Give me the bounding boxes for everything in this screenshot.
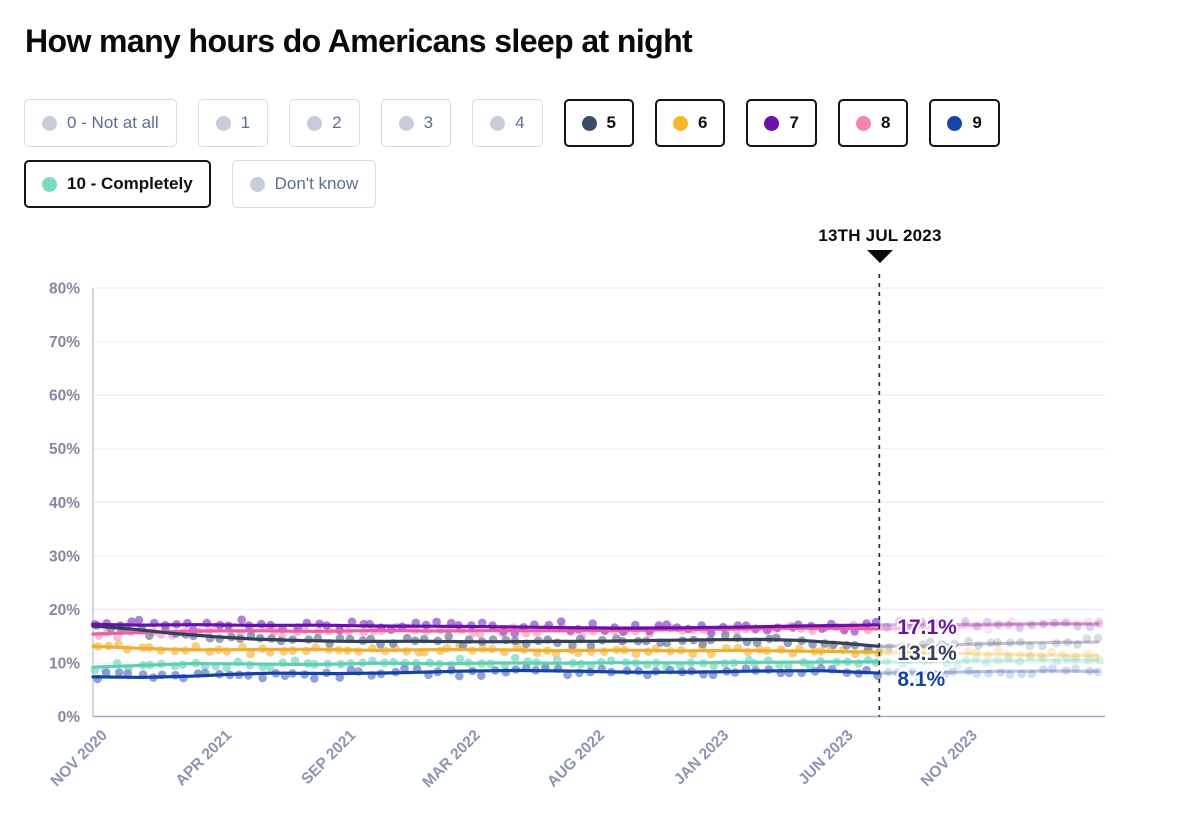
legend: 0 - Not at all 1 2 3 4 5 6 7 8 9 10 - Completely Do… <box>24 99 1176 208</box>
line-series-7 <box>877 622 1100 627</box>
legend-dot-icon <box>581 115 597 131</box>
legend-item-label: 0 - Not at all <box>67 113 159 132</box>
legend-item-label: 3 <box>423 113 434 132</box>
legend-item-0-not-at-all[interactable]: 0 - Not at all <box>24 99 177 147</box>
legend-item-label: 1 <box>240 113 251 132</box>
legend-item-10-completely[interactable]: 10 - Completely <box>24 160 211 208</box>
legend-dot-icon <box>42 115 57 131</box>
cutoff-value-label-7: 17.1% <box>897 616 957 639</box>
legend-dot-icon <box>947 115 963 131</box>
legend-item-label: 9 <box>972 113 982 132</box>
legend-item-label: Don't know <box>274 174 359 193</box>
x-axis-tick-label: SEP 2021 <box>298 727 359 788</box>
legend-item-6[interactable]: 6 <box>655 99 726 147</box>
legend-dot-icon <box>249 176 265 192</box>
cutoff-marker-triangle-icon <box>867 250 893 263</box>
line-series-6 <box>91 644 880 654</box>
line-series-10-completely <box>877 658 1100 664</box>
y-axis-tick-label: 80% <box>49 281 80 298</box>
legend-dot-icon <box>855 115 871 131</box>
cutoff-date-label: 13TH JUL 2023 <box>818 226 942 245</box>
legend-item-label: 5 <box>606 113 616 132</box>
x-axis-tick-label: NOV 2020 <box>48 727 111 790</box>
line-series-8 <box>877 621 1100 631</box>
legend-item-7[interactable]: 7 <box>746 99 817 147</box>
legend-item-label: 4 <box>515 113 525 132</box>
x-axis-tick-label: JAN 2023 <box>671 727 733 789</box>
y-axis-tick-label: 70% <box>49 334 80 351</box>
line-series-8 <box>91 626 880 636</box>
x-axis-tick-label: APR 2021 <box>173 727 236 790</box>
x-axis-tick-label: NOV 2023 <box>918 727 981 790</box>
legend-item-9[interactable]: 9 <box>929 99 1000 147</box>
legend-dot-icon <box>764 115 780 131</box>
legend-item-label: 8 <box>880 113 891 132</box>
cutoff-value-label-9: 8.1% <box>897 668 945 691</box>
line-series-7 <box>91 622 880 630</box>
line-series-5 <box>877 640 1100 648</box>
y-axis-tick-label: 60% <box>49 388 80 405</box>
y-axis-tick-label: 10% <box>49 655 80 672</box>
y-axis-tick-label: 40% <box>49 495 80 512</box>
x-axis-tick-label: JUN 2023 <box>795 727 857 789</box>
legend-dot-icon <box>673 115 688 131</box>
x-axis-tick-label: MAR 2022 <box>419 727 483 791</box>
legend-item-3[interactable]: 3 <box>380 99 452 147</box>
legend-item-1[interactable]: 1 <box>197 99 269 147</box>
legend-dot-icon <box>307 115 323 131</box>
legend-item-5[interactable]: 5 <box>563 99 634 147</box>
y-axis-tick-label: 20% <box>49 602 80 619</box>
line-series-9 <box>877 669 1100 675</box>
y-axis-tick-label: 50% <box>49 441 80 458</box>
legend-item-8[interactable]: 8 <box>837 99 909 147</box>
legend-dot-icon <box>490 115 506 131</box>
legend-item-2[interactable]: 2 <box>289 99 360 147</box>
legend-dot-icon <box>42 176 57 192</box>
line-series-10-completely <box>91 660 880 669</box>
page-title: How many hours do Americans sleep at nig… <box>25 23 693 59</box>
cutoff-value-label-5: 13.1% <box>897 642 957 665</box>
legend-item-label: 6 <box>698 113 708 132</box>
legend-dot-icon <box>398 115 414 131</box>
legend-dot-icon <box>215 115 231 131</box>
legend-item-don-t-know[interactable]: Don't know <box>231 160 377 208</box>
legend-item-4[interactable]: 4 <box>472 99 543 147</box>
y-axis-tick-label: 0% <box>58 709 81 726</box>
line-series-9 <box>91 668 880 679</box>
cutoff-annotation: 13TH JUL 2023 <box>770 226 990 263</box>
legend-item-label: 10 - Completely <box>67 174 193 193</box>
line-series-5 <box>91 624 880 648</box>
x-axis-tick-label: AUG 2022 <box>544 727 608 791</box>
legend-item-label: 7 <box>789 113 799 132</box>
line-series-6 <box>877 650 1100 657</box>
legend-item-label: 2 <box>332 113 342 132</box>
y-axis-tick-label: 30% <box>49 548 80 565</box>
